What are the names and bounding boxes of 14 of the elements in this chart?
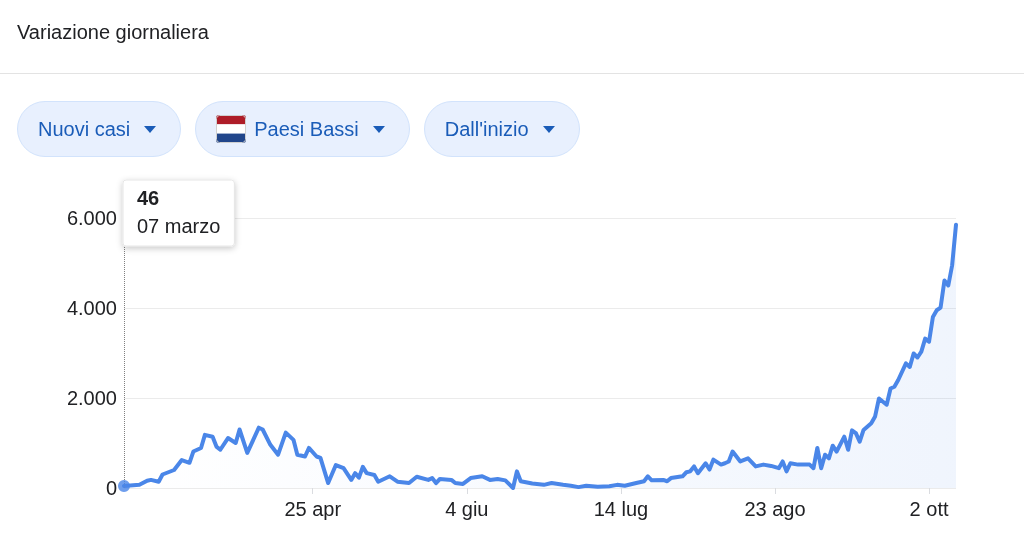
dropdown-button[interactable]: Paesi Bassi — [195, 101, 410, 157]
x-tick-label: 4 giu — [445, 498, 489, 520]
dropdown-button[interactable]: Dall'inizio — [423, 101, 580, 157]
y-tick-label: 4.000 — [66, 297, 117, 319]
x-tick-label: 23 ago — [744, 498, 806, 520]
y-tick-label: 6.000 — [66, 207, 117, 229]
x-tick-label: 25 apr — [284, 498, 342, 520]
y-tick-label: 0 — [105, 477, 117, 499]
y-tick-label: 2.000 — [66, 387, 117, 409]
annotation: 46 07 marzo — [137, 187, 221, 237]
dropdown-button[interactable]: Nuovi casi — [17, 101, 182, 157]
x-tick-label: 2 ott — [909, 498, 949, 520]
x-tick-label: 14 lug — [593, 498, 649, 520]
chart-title: Variazione giornaliera — [17, 20, 209, 45]
